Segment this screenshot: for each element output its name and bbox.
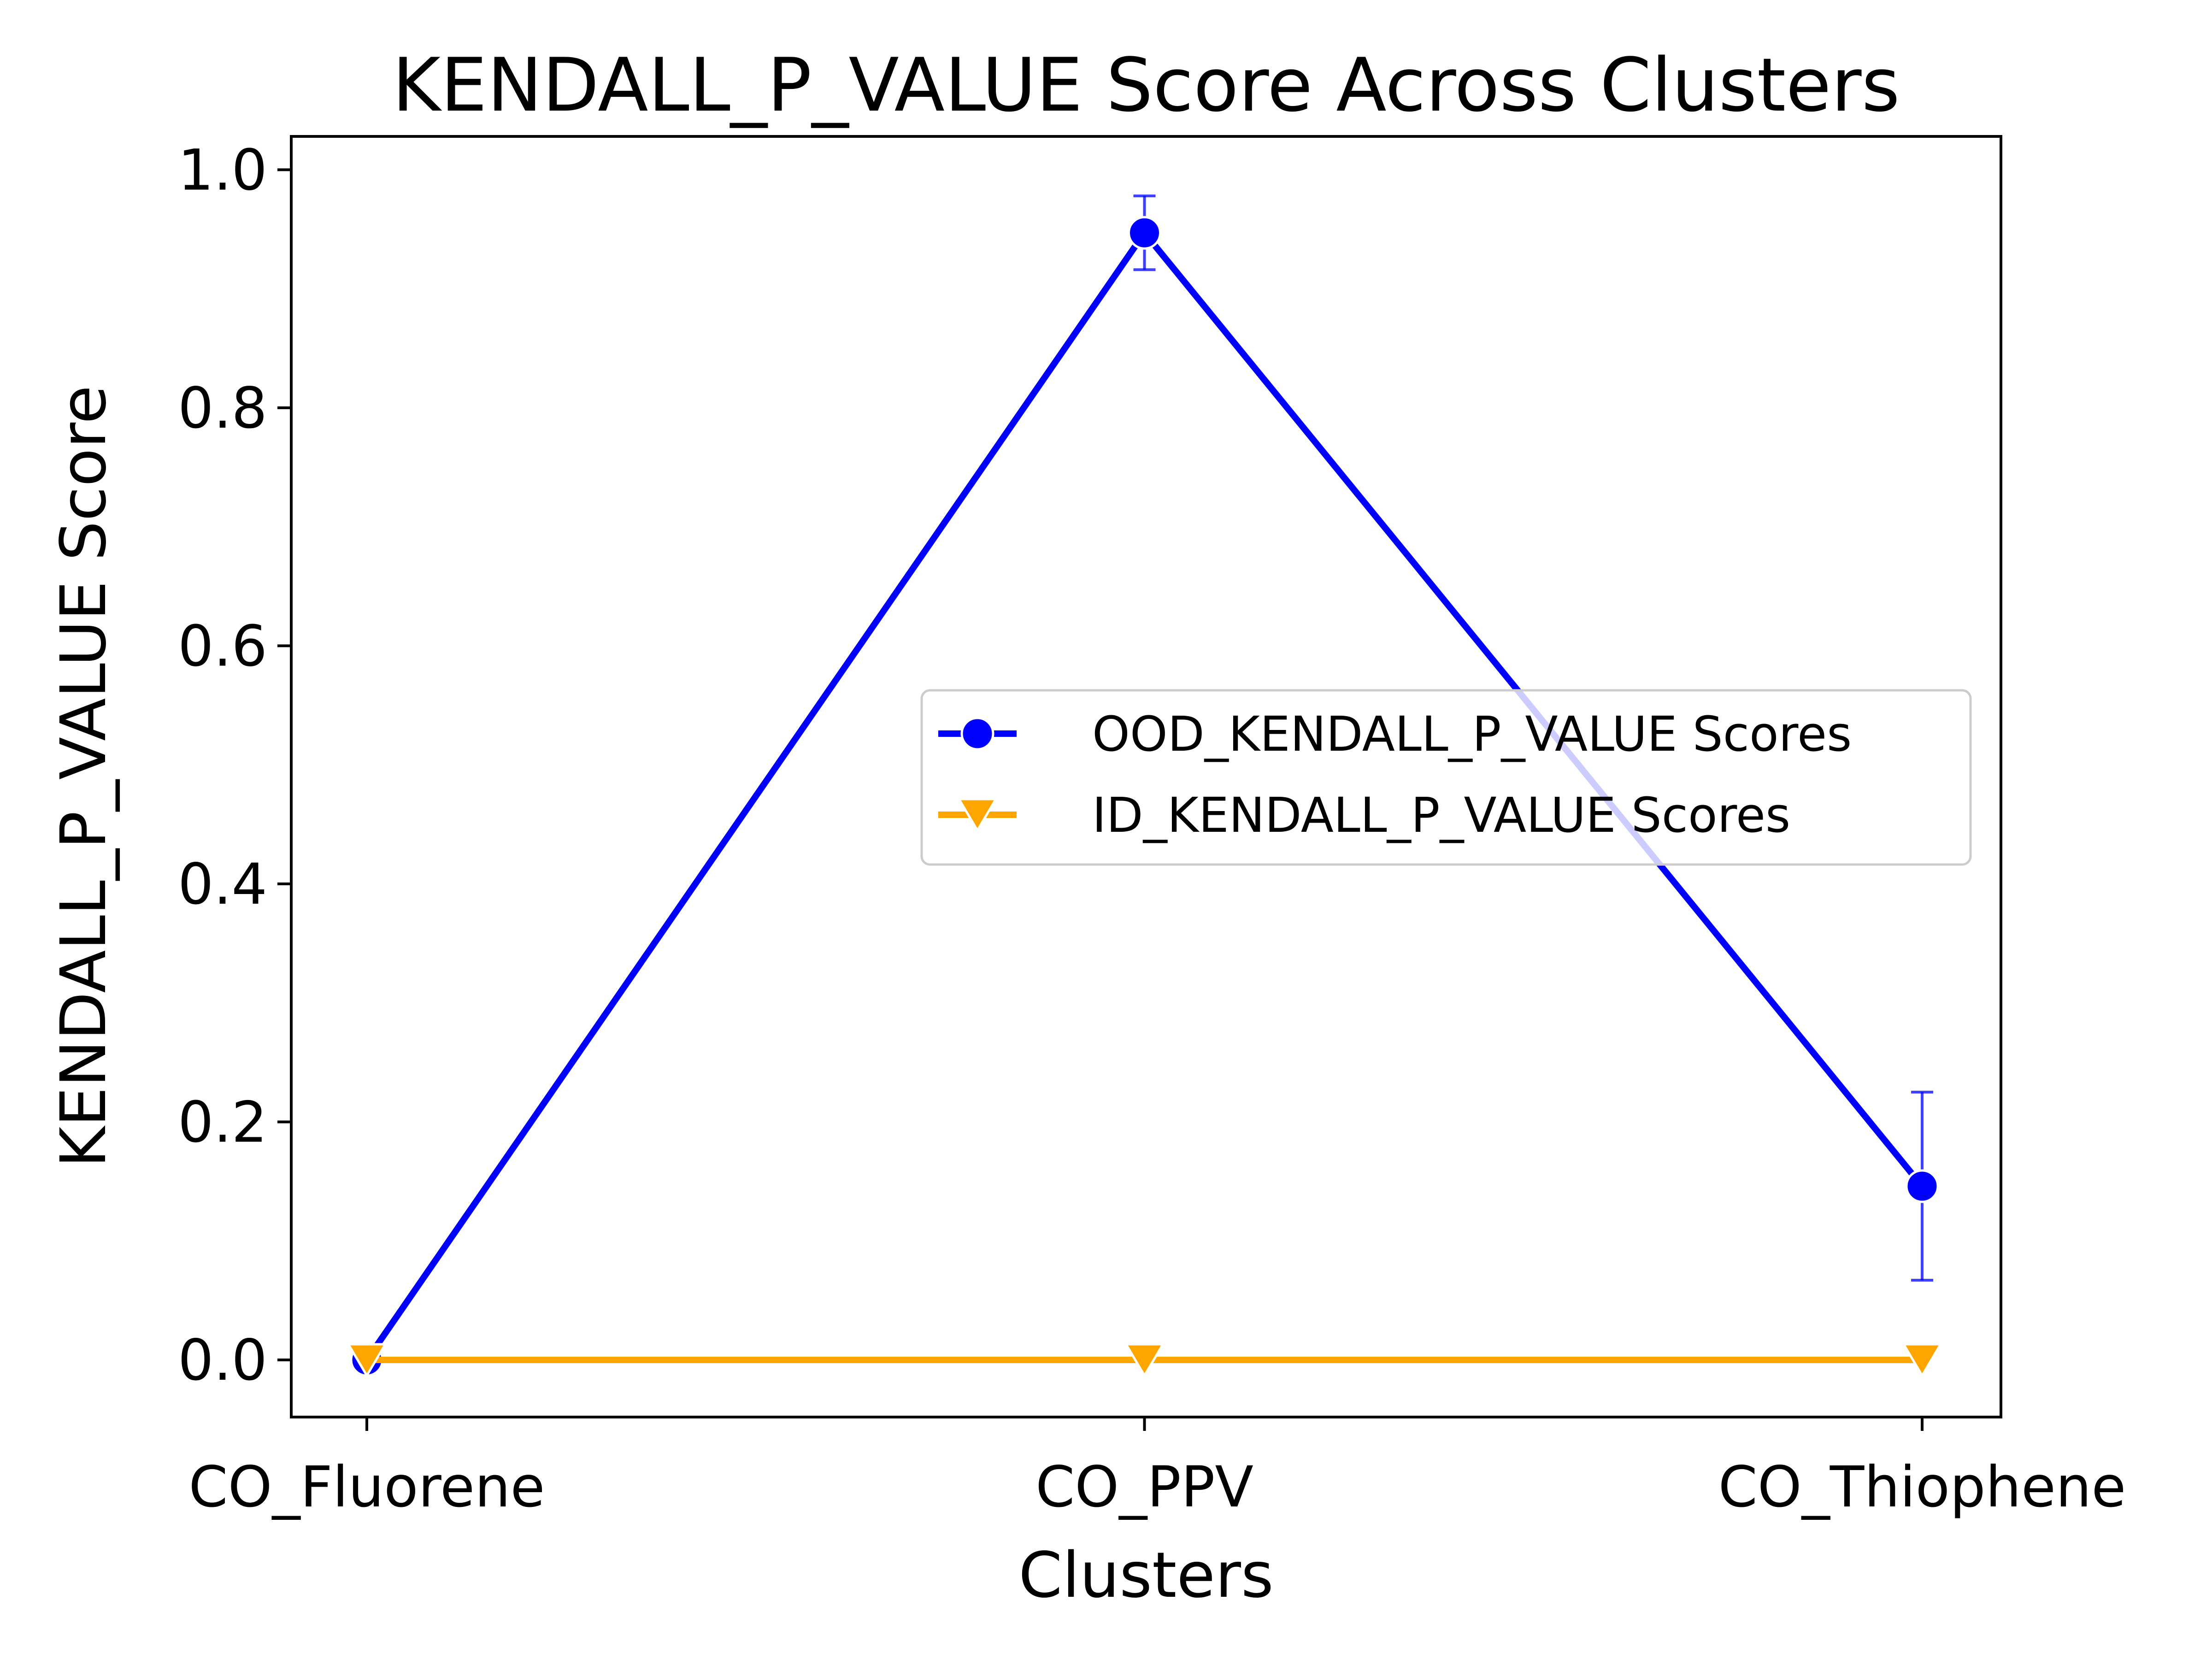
legend: OOD_KENDALL_P_VALUE Scores ID_KENDALL_P_V…: [920, 689, 1972, 866]
plot-area-frame: [290, 135, 2002, 1418]
legend-frame: [920, 689, 1972, 866]
data-point: [346, 1343, 388, 1378]
legend-label: ID_KENDALL_P_VALUE Scores: [1092, 787, 1790, 843]
data-point: [1901, 1343, 1943, 1378]
axes: 0.0 0.2 0.4 0.6 0.8 1.0 CO_Fluorene CO_PPV CO_Th…: [178, 137, 2126, 1520]
x-tick-label: CO_Fluorene: [188, 1454, 545, 1520]
y-axis-title: KENDALL_P_VALUE Score: [47, 385, 120, 1168]
legend-label: OOD_KENDALL_P_VALUE Scores: [1092, 706, 1852, 762]
x-tick-label: CO_Thiophene: [1718, 1454, 2126, 1520]
legend-item: ID_KENDALL_P_VALUE Scores: [938, 787, 1790, 843]
x-axis-title: Clusters: [1018, 1539, 1274, 1612]
data-point: [1905, 1169, 1939, 1203]
y-tick-label: 0.6: [178, 613, 267, 679]
y-tick-label: 0.8: [178, 376, 267, 441]
y-tick-label: 1.0: [178, 137, 267, 203]
legend-swatch-marker: [960, 717, 994, 751]
y-tick-label: 0.0: [178, 1328, 267, 1393]
y-tick-label: 0.4: [178, 852, 267, 917]
legend-swatch-marker: [957, 798, 998, 833]
plot-marks: [346, 194, 1943, 1378]
y-tick-label: 0.2: [178, 1089, 267, 1155]
series-2: [346, 1343, 1943, 1378]
data-point: [1124, 1343, 1165, 1378]
data-point: [1128, 216, 1161, 250]
series-1: [350, 194, 1939, 1377]
legend-item: OOD_KENDALL_P_VALUE Scores: [938, 706, 1852, 762]
x-tick-label: CO_PPV: [1035, 1454, 1253, 1520]
chart-title: KENDALL_P_VALUE Score Across Clusters: [392, 42, 1900, 128]
